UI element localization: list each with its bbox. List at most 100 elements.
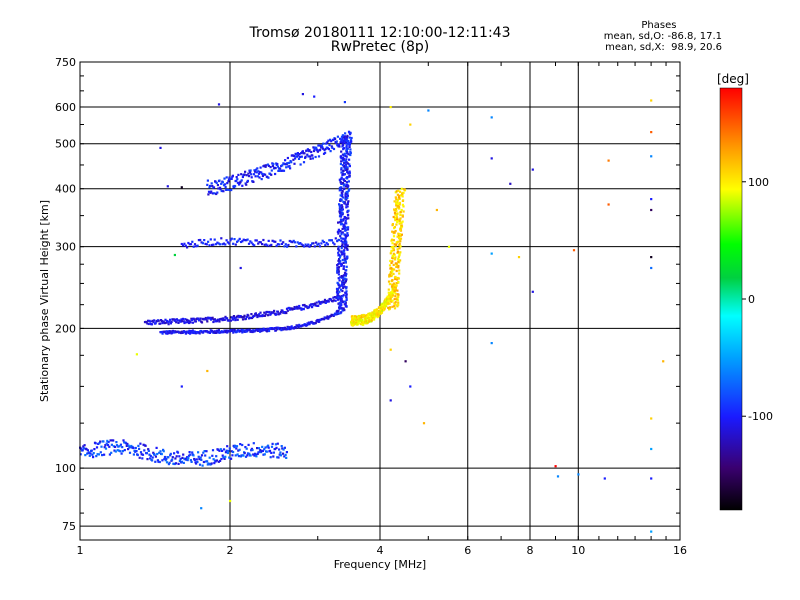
- echo-point: [300, 155, 303, 158]
- echo-point: [166, 185, 169, 188]
- echo-point: [202, 331, 205, 334]
- echo-point: [279, 312, 282, 315]
- echo-point: [166, 332, 169, 335]
- echo-point: [246, 330, 249, 333]
- echo-point: [345, 229, 348, 232]
- echo-point: [110, 451, 113, 454]
- echo-point: [158, 460, 161, 464]
- echo-point: [340, 168, 343, 171]
- echo-point: [193, 318, 196, 321]
- echo-point: [341, 143, 344, 146]
- echo-point: [344, 154, 347, 157]
- echo-point: [108, 453, 111, 456]
- echo-point: [286, 162, 289, 165]
- echo-point: [330, 239, 333, 242]
- echo-point: [165, 458, 168, 461]
- echo-point: [373, 318, 376, 321]
- echo-point: [390, 266, 393, 270]
- echo-point: [314, 302, 317, 305]
- echo-point: [265, 243, 268, 246]
- echo-point: [400, 224, 403, 227]
- echo-point: [171, 458, 174, 461]
- echo-point: [336, 271, 339, 274]
- echo-point: [209, 184, 212, 188]
- echo-point: [308, 306, 311, 309]
- echo-point: [394, 230, 397, 233]
- echo-point: [337, 228, 340, 231]
- echo-point: [88, 454, 91, 457]
- echo-point: [159, 146, 162, 149]
- echo-point: [219, 186, 222, 189]
- echo-point: [221, 449, 224, 452]
- echo-point: [348, 171, 351, 174]
- echo-point: [388, 302, 391, 305]
- echo-point: [169, 322, 172, 325]
- echo-point: [121, 450, 124, 453]
- echo-point: [340, 306, 343, 310]
- echo-point: [311, 157, 314, 160]
- echo-point: [114, 450, 117, 453]
- echo-point: [345, 137, 348, 141]
- echo-point: [409, 123, 412, 126]
- echo-point: [252, 173, 256, 176]
- echo-point: [383, 306, 386, 309]
- echo-point: [274, 167, 277, 170]
- echo-point: [307, 243, 310, 246]
- echo-point: [173, 452, 176, 455]
- echo-point: [244, 330, 247, 333]
- echo-point: [349, 151, 352, 154]
- echo-point: [219, 459, 222, 462]
- echo-point: [341, 141, 344, 144]
- echo-point: [385, 296, 388, 300]
- echo-point: [337, 270, 340, 273]
- echo-point: [346, 205, 349, 208]
- echo-point: [153, 453, 156, 456]
- echo-point: [391, 291, 394, 295]
- echo-point: [207, 193, 210, 196]
- echo-point: [340, 239, 343, 242]
- echo-point: [311, 154, 314, 157]
- echo-point: [162, 448, 165, 451]
- echo-point: [340, 214, 343, 217]
- echo-point: [304, 155, 307, 158]
- echo-point: [402, 191, 405, 194]
- echo-point: [269, 166, 272, 169]
- echo-point: [284, 159, 287, 162]
- echo-point: [343, 303, 346, 306]
- echo-point: [342, 265, 346, 268]
- echo-point: [346, 202, 349, 205]
- echo-point: [394, 277, 397, 281]
- echo-point: [338, 206, 342, 209]
- echo-point: [250, 313, 253, 316]
- echo-point: [226, 317, 229, 320]
- echo-point: [301, 93, 304, 96]
- echo-point: [366, 315, 370, 318]
- echo-point: [267, 239, 270, 242]
- echo-point: [80, 447, 83, 450]
- echo-point: [397, 255, 400, 258]
- echo-point: [188, 321, 191, 325]
- echo-point: [389, 259, 392, 262]
- echo-point: [301, 304, 305, 307]
- echo-point: [330, 140, 333, 143]
- echo-point: [137, 444, 140, 447]
- echo-point: [346, 248, 349, 251]
- echo-point: [173, 253, 176, 257]
- echo-point: [198, 319, 201, 322]
- echo-point: [360, 314, 363, 317]
- echo-point: [182, 461, 185, 464]
- echo-point: [247, 242, 251, 245]
- echo-point: [340, 303, 343, 307]
- echo-point: [343, 101, 346, 104]
- echo-point: [230, 457, 233, 460]
- echo-point: [244, 446, 247, 449]
- echo-point: [234, 185, 237, 188]
- echo-point: [245, 315, 248, 318]
- echo-point: [197, 239, 200, 242]
- echo-point: [342, 178, 345, 181]
- echo-point: [210, 462, 213, 465]
- echo-point: [118, 445, 121, 448]
- echo-point: [238, 237, 241, 240]
- echo-point: [390, 274, 393, 277]
- echo-point: [254, 170, 257, 173]
